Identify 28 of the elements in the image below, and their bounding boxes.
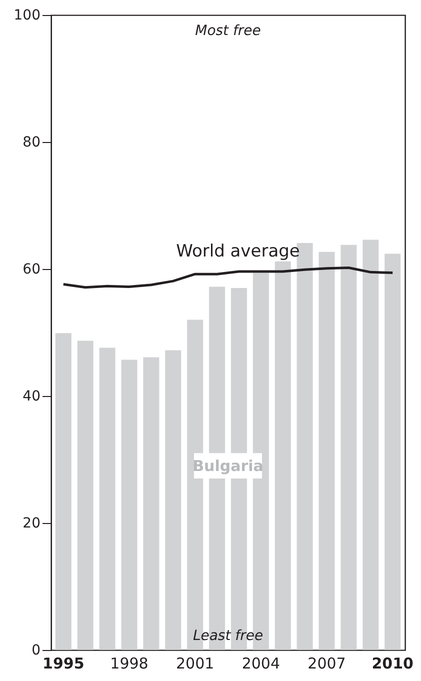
x-tick-label: 2007 [308, 654, 346, 672]
x-tick-label: 2010 [372, 654, 414, 672]
bar [121, 360, 138, 650]
annotation: Least free [192, 628, 264, 644]
bar [318, 252, 335, 650]
bar [384, 254, 401, 650]
bar [274, 261, 291, 650]
y-tick-label: 20 [22, 516, 40, 532]
x-tick-label: 2004 [242, 654, 280, 672]
x-tick-label: 1995 [42, 654, 84, 672]
bar [77, 340, 94, 650]
line-series [62, 266, 394, 289]
bar [362, 240, 379, 650]
bar [55, 333, 72, 650]
bar [143, 357, 160, 650]
x-tick-label: 1998 [110, 654, 148, 672]
x-tick-label: 2001 [176, 654, 214, 672]
y-tick-label: 60 [22, 262, 40, 278]
bar [165, 350, 182, 650]
y-tick-label: 0 [32, 642, 40, 658]
series-label: World average [176, 242, 300, 262]
y-tick-label: 100 [14, 8, 40, 24]
series-label: Bulgaria [192, 456, 264, 475]
bar [340, 244, 357, 650]
annotation: Most free [195, 23, 261, 39]
y-tick-label: 40 [22, 388, 40, 404]
bar [99, 348, 116, 650]
y-tick-label: 80 [22, 134, 40, 150]
